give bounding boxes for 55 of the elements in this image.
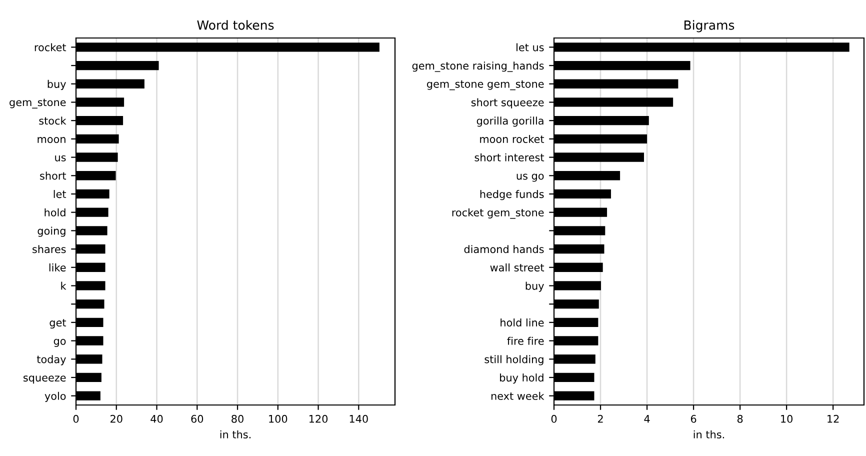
x-tick-label: 6 [690,414,696,423]
x-tick-label: 2 [598,414,603,423]
y-tick-label: let [54,190,66,198]
x-axis-title: in ths. [694,430,724,438]
y-tick-label: hold [44,208,66,216]
y-tick-label: buy [48,80,66,90]
x-tick-label: 40 [150,414,163,423]
y-tick-label: rocket [34,43,66,52]
x-tick-label: 0 [73,414,79,423]
y-tick-label: go [54,338,66,347]
y-tick-label: short [40,172,66,180]
x-tick-label: 20 [110,414,122,423]
x-tick-label: 8 [737,414,743,423]
y-tick-label: buy [526,282,544,292]
y-tick-label: short interest [474,153,544,162]
y-tick-label: rocket gem_stone [452,208,544,219]
x-tick-label: 100 [269,414,288,423]
y-tick-label: gem_stone raising_hands [412,62,544,72]
y-tick-label: gem_stone gem_stone [426,80,544,90]
y-tick-label: diamond hands [464,245,544,254]
x-tick-label: 10 [781,414,792,423]
x-tick-label: 140 [350,414,368,423]
y-tick-label: going [38,226,66,237]
x-axis-title: in ths. [220,430,250,438]
x-tick-label: 80 [232,414,244,423]
y-tick-label: moon rocket [480,134,544,144]
y-tick-label: squeeze [24,376,66,384]
x-tick-label: 12 [828,414,839,423]
x-tick-label: 60 [191,414,204,423]
y-tick-label: hold line [500,318,544,327]
x-tick-label: 0 [551,414,557,423]
y-tick-label: buy hold [500,374,544,384]
y-tick-label: fire fire [507,336,544,345]
y-tick-label: gem_stone [10,98,66,108]
y-tick-label: moon [38,137,66,144]
y-tick-label: still holding [484,355,544,366]
x-tick-label: 4 [644,415,650,423]
y-tick-label: stock [39,116,66,125]
y-tick-label: short squeeze [471,98,544,108]
y-tick-label: get [50,319,66,329]
chart-title: Bigrams [684,20,734,32]
y-tick-label: wall street [490,263,544,272]
x-tick-label: 120 [309,414,328,423]
y-tick-label: yolo [44,392,66,402]
y-tick-label: shares [32,245,66,254]
y-tick-label: next week [491,392,544,400]
y-tick-label: hedge funds [480,190,544,200]
y-tick-label: us [55,155,66,162]
y-tick-label: let us [516,43,544,52]
chart-title: Word tokens [197,20,274,30]
y-tick-label: like [49,263,66,272]
y-tick-label: k [61,282,66,290]
y-tick-label: today [36,355,66,366]
y-tick-label: gorilla gorilla [476,116,544,127]
y-tick-label: us go [516,174,544,182]
